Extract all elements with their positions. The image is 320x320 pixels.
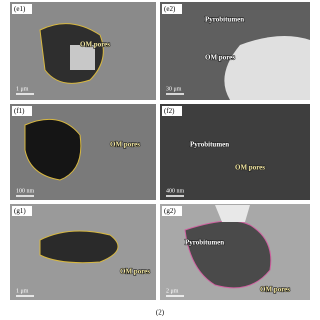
label-box [162,206,182,216]
annotation: Pyrobitumen [205,16,244,24]
annotation: OM pores [80,41,110,49]
annotation: OM pores [235,164,265,172]
label-box [12,206,32,216]
annotation: Pyrobitumen [190,141,229,149]
panel-label: (e2) [164,5,176,13]
grain [224,36,310,100]
label-box [12,106,32,116]
panel-backgrounds [10,2,310,300]
scale-label: 400 nm [166,188,185,194]
scale-label: 2 μm [166,288,179,294]
scale-label: 100 nm [16,188,35,194]
scale-label: 1 μm [16,86,29,92]
label-box [162,4,182,14]
annotation: OM pores [260,286,290,294]
pore [39,230,119,264]
annotation: OM pores [120,268,150,276]
label-box [162,106,182,116]
panel-label: (f1) [14,107,25,115]
panel-label: (g1) [14,207,26,215]
scale-label: 30 μm [166,86,182,92]
panel-label: (f2) [164,107,175,115]
annotation: Pyrobitumen [185,239,224,247]
grain [215,205,250,222]
grain [70,45,95,70]
panel-label: (g2) [164,207,176,215]
panel-label: (e1) [14,5,26,13]
pore [24,118,82,181]
annotation: OM pores [110,141,140,149]
caption: (2) [156,309,165,317]
annotation: OM pores [205,54,235,62]
sem-image [160,104,310,200]
label-box [12,4,32,14]
scale-label: 1 μm [16,288,29,294]
